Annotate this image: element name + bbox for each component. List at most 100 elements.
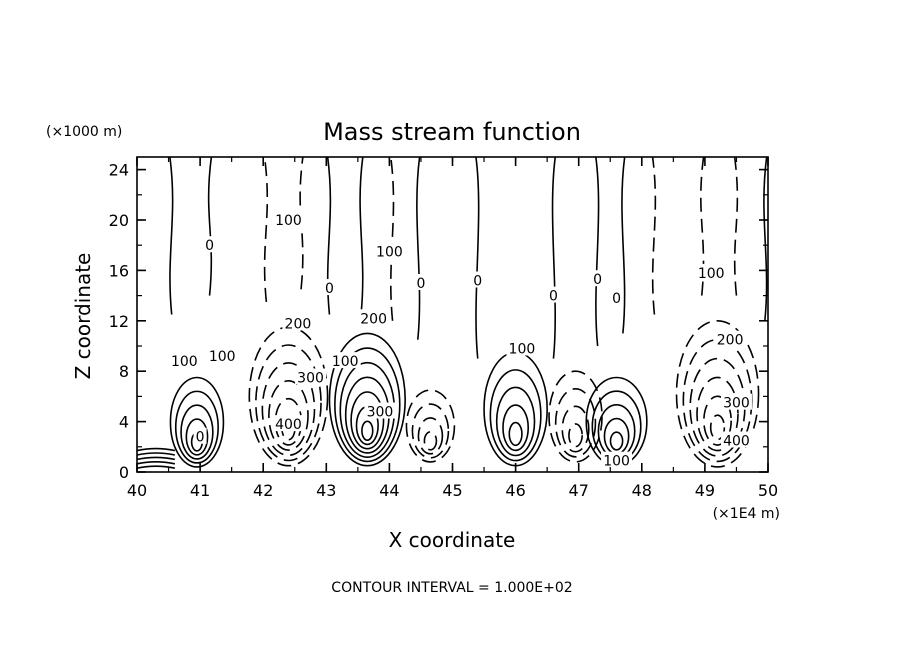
contour-label-bg <box>601 451 633 468</box>
contour-label: 100 <box>603 454 630 470</box>
contour-vertical-13 <box>700 156 705 296</box>
contour-bottom-left-3 <box>136 452 176 456</box>
contour-cell-1-4 <box>261 362 316 457</box>
contour-label: 300 <box>367 405 394 421</box>
y-tick-label: 16 <box>109 261 129 280</box>
contour-cell-3-2 <box>417 417 444 455</box>
contour-bottom-left-2 <box>136 456 176 461</box>
contour-cell-2-3 <box>350 391 385 450</box>
contour-label-bg <box>471 271 485 288</box>
x-tick-label: 46 <box>505 481 525 500</box>
contour-cell-1-5 <box>255 344 322 462</box>
x-tick-label: 41 <box>190 481 210 500</box>
contour-cell-2-1 <box>361 420 374 441</box>
x-tick-label: 50 <box>758 481 778 500</box>
contour-cell-2-7 <box>328 332 406 467</box>
contour-label-bg <box>206 347 238 364</box>
contour-cell-6-1 <box>609 431 624 451</box>
contour-vertical-5 <box>359 156 364 315</box>
contour-label: 0 <box>416 276 425 292</box>
chart-title: Mass stream function <box>323 118 581 146</box>
contour-label: 0 <box>549 289 558 305</box>
y-tick-label: 12 <box>109 312 129 331</box>
contour-label: 400 <box>723 434 750 450</box>
contour-label-bg <box>364 402 396 419</box>
contour-label: 100 <box>171 354 198 370</box>
contour-cell-3-4 <box>405 389 456 463</box>
contour-label-bg <box>193 427 207 444</box>
contour-label: 400 <box>275 417 302 433</box>
contour-cell-4-2 <box>502 404 530 452</box>
contour-label-bg <box>720 431 752 448</box>
contour-label-bg <box>282 314 314 331</box>
contour-vertical-1 <box>207 156 213 296</box>
contour-label: 300 <box>723 396 750 412</box>
contour-label-bg <box>272 415 304 432</box>
contour-vertical-0 <box>169 156 174 315</box>
contour-cell-2-6 <box>334 347 401 463</box>
contour-interval-note: CONTOUR INTERVAL = 1.000E+02 <box>331 580 572 596</box>
contour-label-bg <box>546 286 560 303</box>
contour-label: 0 <box>473 273 482 289</box>
plot-frame <box>136 156 769 473</box>
contour-cell-6-4 <box>591 390 642 463</box>
contour-cell-7-1 <box>709 414 726 441</box>
y-unit-label: (×1000 m) <box>46 124 122 140</box>
contour-label: 100 <box>376 245 403 261</box>
contour-cell-7-3 <box>696 376 739 452</box>
contour-label-bg <box>272 211 304 227</box>
contour-bottom-left-0 <box>136 465 176 470</box>
contour-vertical-7 <box>416 156 421 340</box>
x-tick-label: 44 <box>379 481 399 500</box>
contour-bottom-left-4 <box>136 447 176 452</box>
contour-vertical-9 <box>551 156 557 359</box>
contour-vertical-11 <box>621 156 626 334</box>
contour-label-bg <box>322 279 336 296</box>
contour-cell-7-6 <box>675 319 760 468</box>
x-tick-label: 45 <box>442 481 462 500</box>
y-tick-label: 24 <box>109 161 129 180</box>
contour-label: 200 <box>717 333 744 349</box>
contour-label-bg <box>373 242 405 259</box>
contour-vertical-12 <box>651 156 657 315</box>
contour-label: 100 <box>698 266 725 282</box>
contour-label: 0 <box>205 238 214 254</box>
contour-label: 100 <box>509 342 536 358</box>
contour-label-bg <box>203 236 217 253</box>
contour-vertical-14 <box>733 156 739 296</box>
contour-label-bg <box>695 263 727 280</box>
contour-label: 200 <box>285 316 312 332</box>
contour-lines <box>136 156 768 470</box>
contour-cell-0-2 <box>185 418 209 456</box>
contour-cell-0-4 <box>174 390 219 464</box>
y-tick-label: 20 <box>109 211 129 230</box>
contour-label: 200 <box>360 311 387 327</box>
x-tick-labels: 40 41 42 43 44 45 46 47 48 49 50 <box>127 481 778 500</box>
contour-cell-4-1 <box>508 421 523 447</box>
contour-cell-0-5 <box>169 376 225 468</box>
contour-label-bg <box>506 339 538 356</box>
y-tick-label: 0 <box>119 463 129 482</box>
contour-vertical-8 <box>475 156 480 359</box>
x-tick-label: 48 <box>632 481 652 500</box>
contour-label-bg <box>414 274 428 290</box>
contour-label-bg <box>720 393 752 410</box>
contour-vertical-2 <box>263 156 269 302</box>
contour-cell-5-2 <box>561 405 590 453</box>
x-axis-title: X coordinate <box>389 528 516 552</box>
contour-label: 0 <box>196 430 205 446</box>
x-tick-label: 43 <box>316 481 336 500</box>
contour-vertical-15 <box>763 156 768 321</box>
y-tick-labels: 0 4 8 12 16 20 24 <box>109 161 129 482</box>
contour-label: 0 <box>593 272 602 288</box>
contour-label-bg <box>295 368 327 385</box>
contour-cell-3-3 <box>411 403 450 459</box>
x-tick-label: 47 <box>569 481 589 500</box>
contour-cell-3-1 <box>423 431 438 451</box>
contour-cell-6-2 <box>603 417 630 455</box>
contour-label: 0 <box>325 281 334 297</box>
x-unit-label: (×1E4 m) <box>713 506 780 522</box>
contour-vertical-6 <box>389 156 395 321</box>
